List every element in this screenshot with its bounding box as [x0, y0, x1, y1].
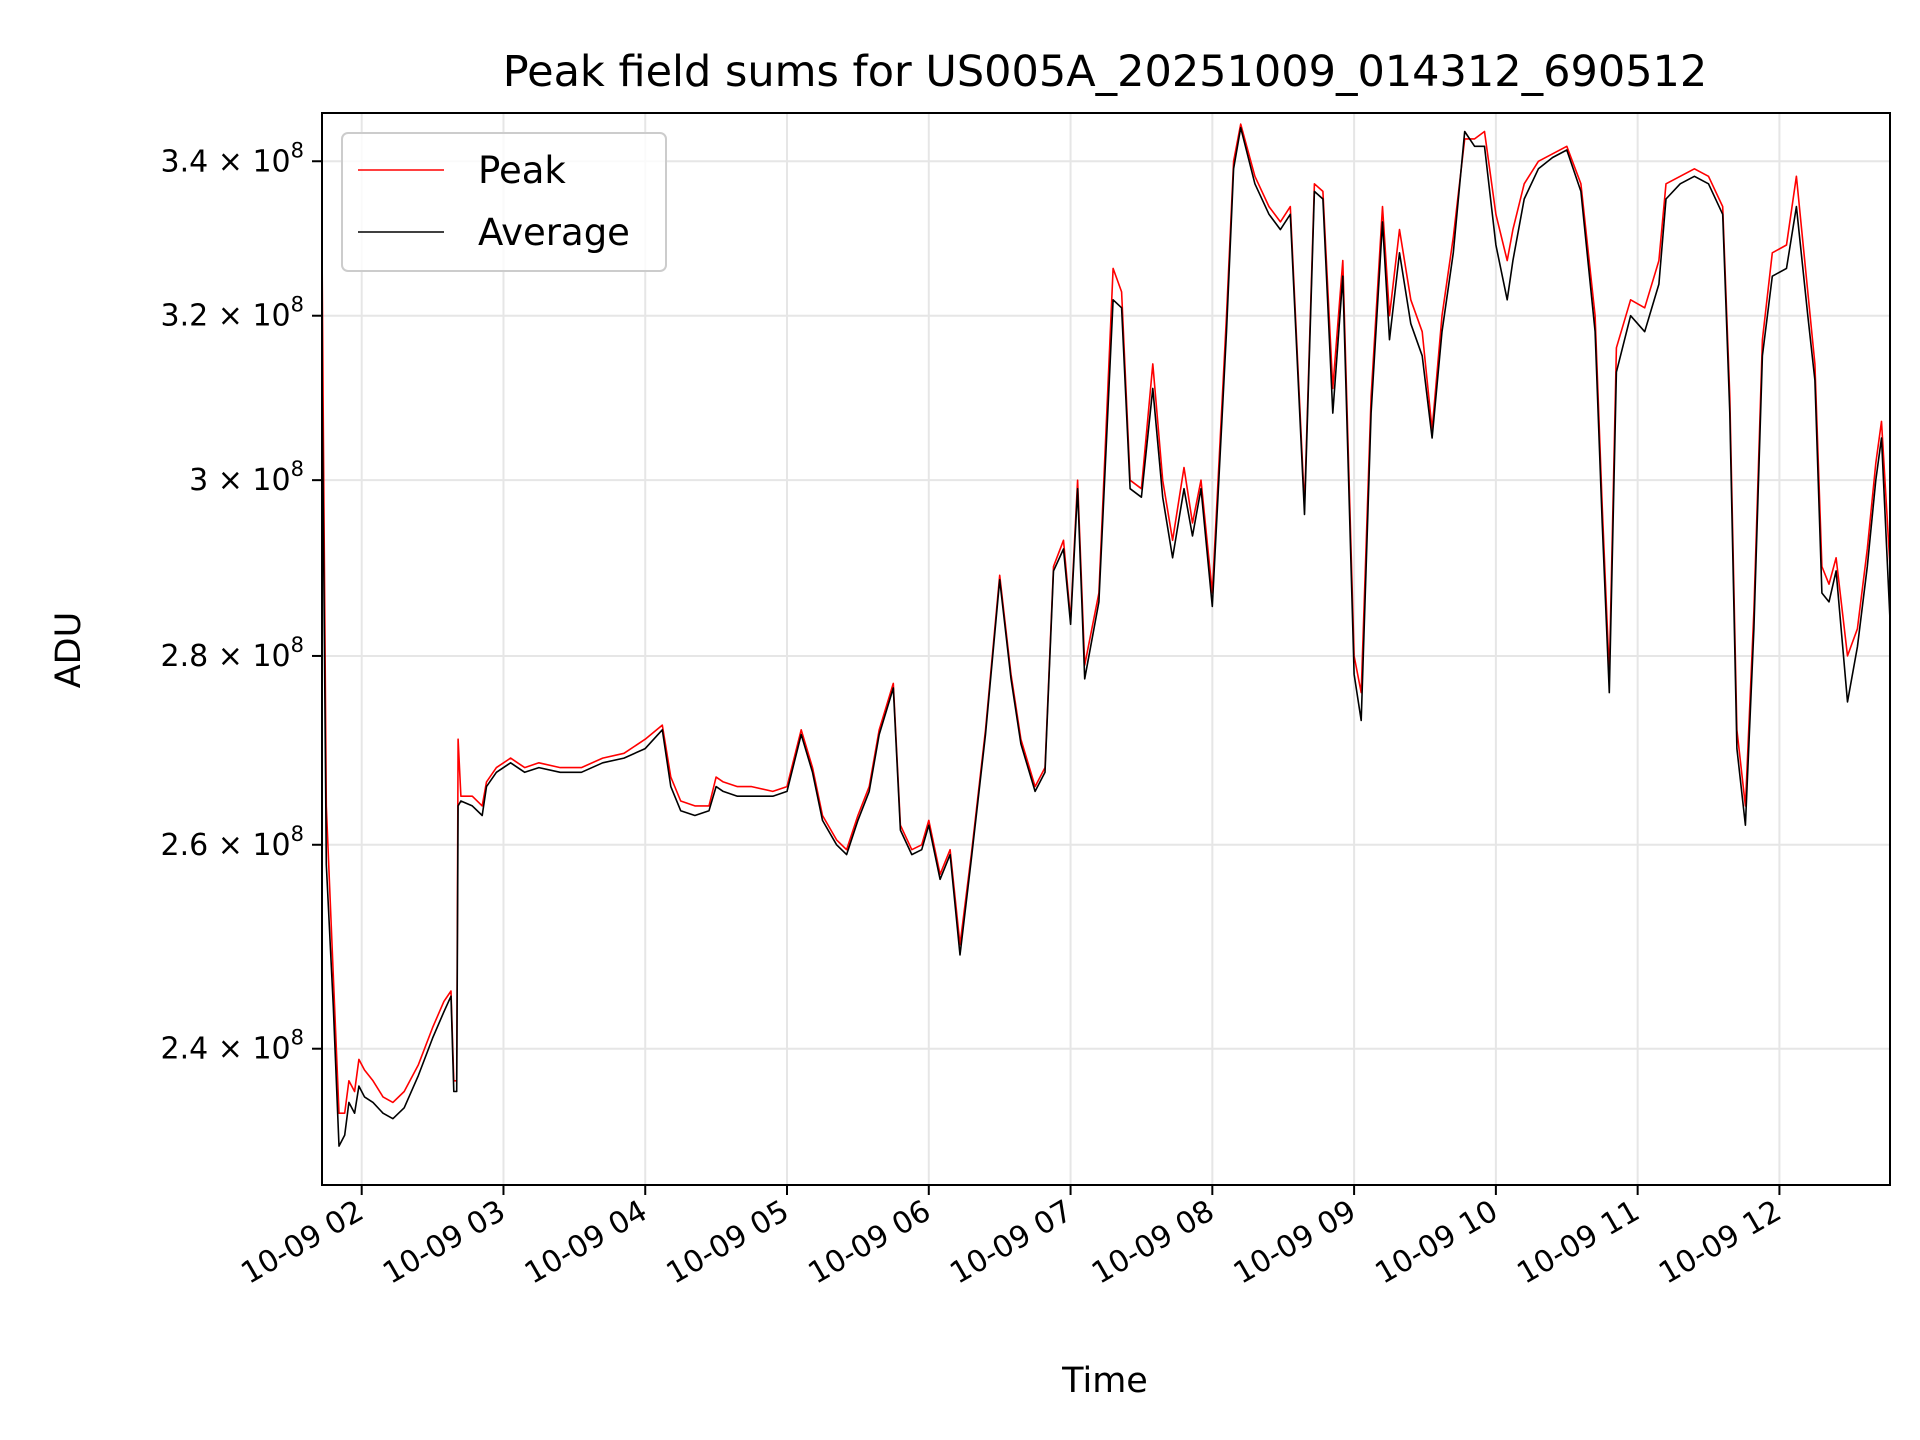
- y-tick-label: 3.4 × 108: [161, 138, 304, 179]
- legend: Peak Average: [341, 132, 667, 272]
- x-axis-label: Time: [1061, 1361, 1148, 1401]
- y-tick-label: 2.6 × 108: [161, 822, 304, 863]
- y-axis: 2.4 × 108 2.6 × 108 2.8 × 108 3 × 108 3.2 × …: [161, 138, 322, 1067]
- y-axis-label: ADU: [49, 612, 89, 689]
- y-tick-label: 2.4 × 108: [161, 1026, 304, 1067]
- legend-label-peak: Peak: [478, 149, 566, 192]
- y-tick-label: 3 × 108: [189, 457, 304, 498]
- grid-lines: [322, 113, 1890, 1185]
- series-line-peak: [321, 123, 1891, 1114]
- legend-label-average: Average: [478, 211, 630, 254]
- legend-box: [341, 132, 667, 272]
- y-tick-label: 3.2 × 108: [161, 293, 304, 334]
- plot-series: [321, 123, 1891, 1147]
- series-line-average: [321, 126, 1891, 1147]
- chart-title: Peak field sums for US005A_20251009_0143…: [503, 47, 1708, 97]
- plot-frame: [321, 112, 1891, 1186]
- y-tick-label: 2.8 × 108: [161, 633, 304, 674]
